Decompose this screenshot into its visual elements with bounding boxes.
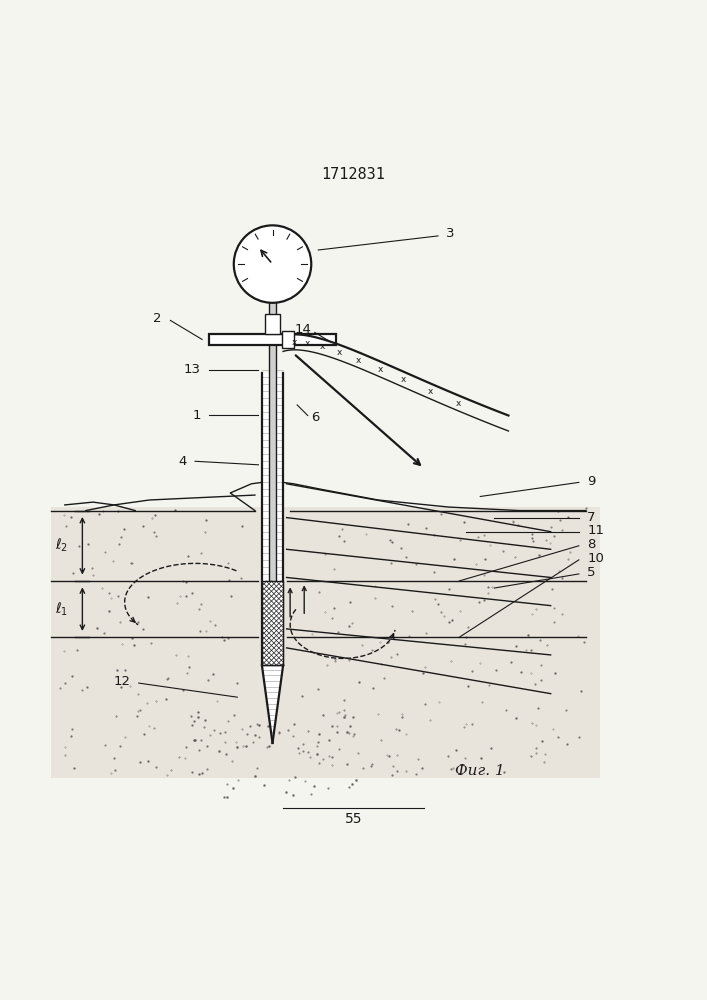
Bar — [262, 373, 283, 665]
Text: x: x — [356, 356, 361, 365]
Text: 1712831: 1712831 — [322, 167, 385, 182]
Text: 6: 6 — [311, 411, 320, 424]
Text: x: x — [305, 339, 310, 348]
Text: 10: 10 — [588, 552, 604, 565]
Text: 3: 3 — [446, 227, 455, 240]
Text: 8: 8 — [588, 538, 596, 551]
Text: 1: 1 — [192, 409, 201, 422]
Text: x: x — [378, 365, 382, 374]
Text: $\ell_2$: $\ell_2$ — [54, 537, 68, 554]
Bar — [209, 334, 336, 345]
Circle shape — [234, 225, 311, 303]
Text: 14: 14 — [294, 323, 311, 336]
Text: x: x — [428, 387, 433, 396]
Polygon shape — [51, 507, 600, 778]
Text: 7: 7 — [588, 511, 596, 524]
Text: 55: 55 — [345, 812, 362, 826]
Bar — [262, 581, 283, 665]
Text: x: x — [320, 342, 325, 351]
Text: 13: 13 — [184, 363, 201, 376]
Text: x: x — [292, 338, 297, 347]
Text: 11: 11 — [588, 524, 604, 537]
Bar — [281, 331, 294, 348]
Text: 9: 9 — [588, 475, 596, 488]
Text: x: x — [337, 348, 342, 357]
Text: 5: 5 — [588, 566, 596, 579]
Polygon shape — [262, 665, 283, 743]
Text: 4: 4 — [178, 455, 187, 468]
Bar — [269, 303, 276, 651]
Bar — [264, 314, 280, 334]
Text: $\ell_1$: $\ell_1$ — [54, 600, 68, 618]
Text: x: x — [401, 375, 407, 384]
Text: 12: 12 — [113, 675, 130, 688]
Text: Фиг. 1: Фиг. 1 — [455, 764, 505, 778]
Text: x: x — [456, 399, 462, 408]
Text: 2: 2 — [153, 312, 162, 325]
